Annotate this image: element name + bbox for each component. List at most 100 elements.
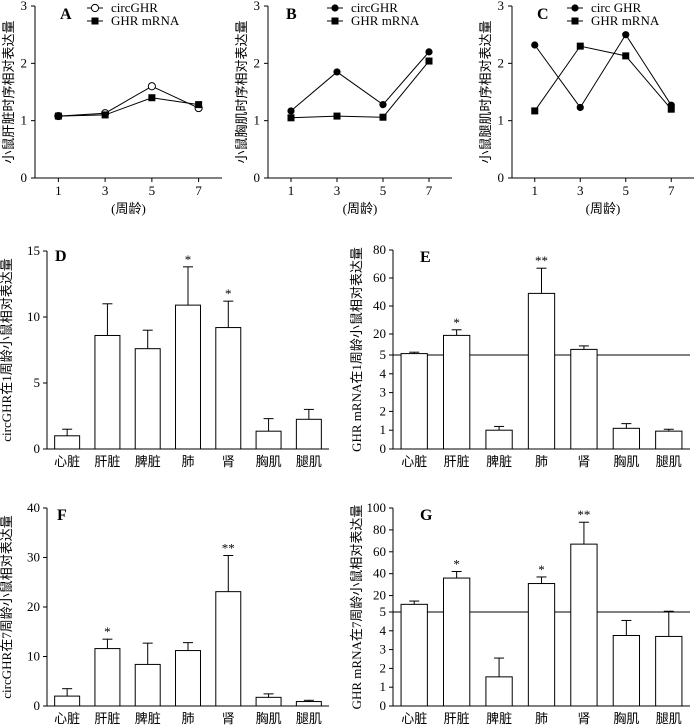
data-point-marker xyxy=(287,107,295,115)
significance-marker: * xyxy=(453,315,460,330)
y-axis-label: circGHR在7周龄小鼠相对表达量 xyxy=(0,515,14,698)
x-tick-label: 腿肌 xyxy=(656,711,682,726)
x-tick-label: 腿肌 xyxy=(296,711,322,726)
legend-label: circGHR xyxy=(351,0,398,15)
series-line xyxy=(290,51,430,112)
x-tick-label: 肝脏 xyxy=(94,454,120,469)
bar xyxy=(255,430,282,450)
y-tick-label: 0 xyxy=(380,698,387,713)
significance-marker: ** xyxy=(222,541,235,556)
x-tick-label: 5 xyxy=(623,183,630,198)
bar xyxy=(655,635,683,707)
data-point-marker xyxy=(195,101,203,109)
y-tick-label: 0 xyxy=(498,170,505,185)
panel-d: 0 5 10 15 心脏 肝脏 脾脏 * 肺 * 肾 胸肌 腿肌 circGHR在1周龄小鼠相对表达量 D xyxy=(0,243,329,469)
data-point-marker xyxy=(531,41,539,49)
y-tick-label: 40 xyxy=(373,566,386,581)
y-tick-label: 5 xyxy=(34,375,41,390)
bar xyxy=(94,648,121,707)
bar xyxy=(175,650,201,707)
series-line xyxy=(534,33,672,109)
data-point-marker xyxy=(91,17,99,25)
panel-label: E xyxy=(420,249,431,266)
y-tick-label: 100 xyxy=(367,500,387,515)
x-tick-label: 肝脏 xyxy=(444,711,470,726)
bar xyxy=(570,348,598,450)
y-axis-label: 小鼠肝脏时序相对表达量 xyxy=(1,20,16,163)
x-tick-label: 心脏 xyxy=(401,711,427,726)
bar xyxy=(527,583,556,707)
bar xyxy=(134,663,161,707)
data-point-marker xyxy=(571,17,579,25)
x-tick-label: 5 xyxy=(149,183,156,198)
y-tick-label: 2 xyxy=(498,55,505,70)
x-tick-label: 心脏 xyxy=(401,454,427,469)
significance-marker: * xyxy=(453,556,460,571)
data-point-marker xyxy=(287,114,295,122)
data-point-marker xyxy=(101,111,109,119)
bar xyxy=(527,292,556,450)
x-tick-label: 1 xyxy=(532,183,539,198)
data-point-marker xyxy=(90,3,100,13)
bar xyxy=(612,427,641,450)
data-point-marker xyxy=(667,105,675,113)
y-tick-label: 2 xyxy=(21,55,28,70)
y-tick-label: 0 xyxy=(254,170,261,185)
panel-g: 0 1 2 3 4 520 40 60 80 100 心脏 * 肝脏 脾脏 * 肺 ** 肾 胸肌 腿肌 GHR mRN… xyxy=(349,500,690,726)
y-tick-label: 4 xyxy=(380,366,387,381)
y-tick-label: 0 xyxy=(34,441,41,456)
bar xyxy=(215,591,242,707)
data-point-marker xyxy=(571,4,579,12)
y-tick-label: 1 xyxy=(380,679,387,694)
series-line xyxy=(58,85,199,117)
legend-label: GHR mRNA xyxy=(351,13,420,28)
x-tick-label: 胸肌 xyxy=(613,454,639,469)
y-tick-label: 1 xyxy=(380,422,387,437)
panel-f: 0 10 20 30 40 心脏 * 肝脏 脾脏 肺 ** 肾 胸肌 腿肌 circGHR在7周龄小鼠相对表… xyxy=(0,500,329,726)
y-tick-label: 10 xyxy=(27,309,40,324)
y-tick-label: 80 xyxy=(373,242,386,257)
x-tick-label: 脾脏 xyxy=(135,454,161,469)
x-tick-label: 3 xyxy=(334,183,341,198)
y-tick-label: 20 xyxy=(27,599,40,614)
y-tick-label: 10 xyxy=(27,649,40,664)
x-tick-label: 脾脏 xyxy=(486,454,512,469)
x-tick-label: 3 xyxy=(102,183,109,198)
x-tick-label: 肝脏 xyxy=(94,711,120,726)
y-axis-label: 小鼠胸肌时序相对表达量 xyxy=(234,20,249,163)
panel-label: A xyxy=(60,6,72,23)
x-tick-label: 脾脏 xyxy=(486,711,512,726)
bar xyxy=(400,353,428,450)
significance-marker: ** xyxy=(577,507,590,522)
x-tick-label: 胸肌 xyxy=(256,711,282,726)
legend-label: circGHR xyxy=(111,0,158,15)
bar xyxy=(295,701,322,707)
significance-marker: * xyxy=(225,286,232,301)
y-tick-label: 30 xyxy=(27,550,40,565)
x-tick-label: 腿肌 xyxy=(656,454,682,469)
panel-label: F xyxy=(57,507,67,524)
x-tick-label: 肾 xyxy=(577,454,590,469)
bar xyxy=(295,418,322,450)
legend-label: GHR mRNA xyxy=(111,13,180,28)
bar xyxy=(400,603,428,707)
x-tick-label: 心脏 xyxy=(54,454,80,469)
significance-marker: * xyxy=(185,252,192,267)
bar xyxy=(655,430,683,450)
y-tick-label: 0 xyxy=(21,170,28,185)
x-axis-label: (周龄) xyxy=(343,201,378,216)
bar xyxy=(94,334,121,450)
x-tick-label: 肺 xyxy=(535,711,548,726)
y-tick-label: 3 xyxy=(380,642,387,657)
y-tick-label: 5 xyxy=(380,347,387,362)
y-axis-label: GHR mRNA在1周龄小鼠相对表达量 xyxy=(349,247,364,452)
data-point-marker xyxy=(531,107,539,115)
panel-label: C xyxy=(537,6,549,23)
data-point-marker xyxy=(425,48,433,56)
y-tick-label: 2 xyxy=(380,660,387,675)
panel-e: 0 1 2 3 4 5 20 40 60 80 心脏 * 肝脏 脾脏 ** 肺 肾 胸肌 腿肌 GHR mRNA在1周… xyxy=(349,242,690,469)
x-tick-label: 脾脏 xyxy=(135,711,161,726)
